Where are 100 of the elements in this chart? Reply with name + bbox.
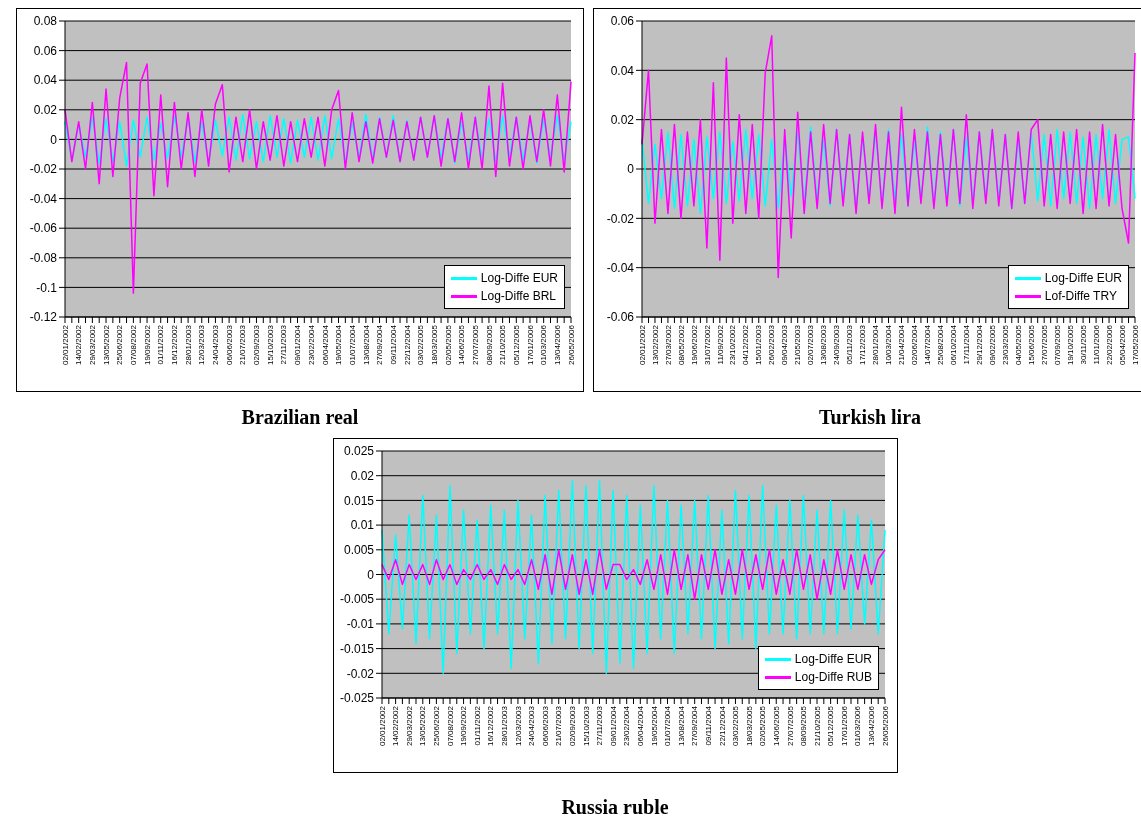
x-tick-label: 29/03/2002 [404,705,414,747]
x-tick-label: 02/07/2003 [806,324,816,366]
y-tick-label: 0.02 [350,468,375,483]
x-tick-label: 29/03/2002 [88,324,98,366]
x-tick-label: 26/05/2006 [880,705,890,747]
x-tick-label: 02/09/2003 [568,705,577,747]
y-tick-label: 0 [367,567,375,582]
y-tick-label: -0.04 [606,260,635,275]
x-tick-label: 27/03/2002 [663,324,673,366]
x-tick-label: 21/10/2005 [812,705,822,747]
x-tick-label: 27/09/2004 [690,705,700,747]
x-tick-label: 26/05/2006 [566,324,576,366]
x-tick-label: 12/03/2003 [513,705,523,747]
x-tick-label: 09/02/2005 [987,324,997,366]
x-tick-label: 02/06/2004 [910,324,920,366]
x-tick-label: 13/04/2006 [553,324,562,366]
y-tick-label: -0.005 [339,592,375,607]
x-tick-label: 14/02/2002 [74,324,84,366]
x-tick-label: 29/12/2004 [975,324,984,366]
y-tick-label: 0.06 [610,14,635,29]
legend-label: Log-Diffe EUR [1044,270,1122,287]
x-tick-label: 11/09/2002 [715,324,725,365]
x-tick-label: 17/12/2003 [858,324,868,366]
x-tick-label: 09/11/2004 [388,324,398,365]
x-tick-label: 13/02/2002 [650,324,660,366]
x-tick-label: 26/02/2003 [767,324,777,366]
x-tick-label: 02/01/2002 [637,324,647,366]
x-tick-label: 27/07/2005 [1039,324,1049,366]
x-tick-label: 14/02/2002 [391,705,401,747]
x-tick-label: 27/07/2005 [470,324,480,366]
x-tick-label: 25/08/2004 [936,324,946,366]
x-tick-label: 13/05/2002 [418,705,428,747]
x-tick-label: 04/05/2005 [1013,324,1023,366]
x-tick-label: 01/07/2004 [663,705,673,747]
y-tick-label: -0.02 [29,162,58,177]
x-tick-label: 14/06/2005 [771,705,781,747]
x-tick-label: 24/04/2003 [527,705,537,747]
x-tick-label: 01/07/2004 [347,324,357,366]
x-tick-label: 28/01/2003 [500,705,510,747]
x-tick-label: 18/03/2005 [429,324,439,366]
x-tick-label: 08/05/2002 [676,324,686,366]
x-tick-label: 27/11/2003 [279,324,289,365]
x-tick-label: 02/05/2005 [758,705,768,747]
x-tick-label: 25/06/2002 [115,324,125,366]
x-tick-label: 05/12/2005 [511,324,521,366]
y-tick-label: 0 [50,132,58,147]
legend-label: Log-Diffe BRL [480,288,556,305]
x-tick-label: 17/05/2006 [1130,324,1140,366]
x-tick-label: 16/12/2002 [170,324,180,366]
legend-label: Log-Diffe RUB [794,669,872,686]
x-tick-label: 09/11/2004 [703,705,713,746]
text: Russia ruble [560,796,670,816]
x-tick-label: 09/01/2004 [293,324,303,366]
x-tick-label: 04/12/2002 [741,324,751,366]
x-tick-label: 06/10/2004 [949,324,959,366]
x-tick-label: 21/10/2005 [498,324,508,366]
x-tick-label: 23/03/2005 [1000,324,1010,366]
x-tick-label: 23/02/2004 [622,705,632,747]
x-tick-label: 21/07/2003 [238,324,248,366]
x-tick-label: 21/04/2004 [897,324,907,366]
y-tick-label: 0.04 [610,63,635,78]
x-tick-label: 07/09/2005 [1052,324,1062,366]
x-tick-label: 17/11/2004 [962,324,972,365]
x-tick-label: 10/03/2004 [884,324,894,366]
x-tick-label: 31/07/2002 [702,324,712,366]
x-tick-label: 15/10/2003 [581,705,591,747]
x-tick-label: 19/05/2004 [334,324,344,366]
x-tick-label: 23/10/2002 [728,324,738,366]
x-tick-label: 23/02/2004 [306,324,316,366]
x-tick-label: 09/04/2003 [780,324,790,366]
x-tick-label: 03/02/2005 [731,705,741,747]
x-tick-label: 01/03/2006 [539,324,549,366]
x-tick-label: 21/07/2003 [554,705,564,747]
x-tick-label: 06/06/2003 [224,324,234,366]
x-tick-label: 06/04/2004 [635,705,645,747]
x-tick-label: 19/09/2002 [142,324,152,366]
x-tick-label: 05/11/2003 [845,324,855,365]
x-tick-label: 19/05/2004 [649,705,659,747]
x-tick-label: 13/08/2003 [819,324,829,366]
x-tick-label: 02/05/2005 [443,324,453,366]
y-tick-label: 0 [627,162,635,177]
x-tick-label: 13/08/2004 [361,324,371,366]
legend-label: Lof-Diffe TRY [1044,288,1117,305]
x-tick-label: 19/09/2002 [459,705,469,747]
x-tick-label: 07/08/2002 [129,324,139,366]
y-tick-label: 0.005 [343,543,375,558]
legend-label: Log-Diffe EUR [480,270,558,287]
y-tick-label: 0.06 [33,43,58,58]
x-tick-label: 06/06/2003 [540,705,550,747]
x-tick-label: 28/01/2003 [183,324,193,366]
x-tick-label: 18/03/2005 [744,705,754,747]
x-tick-label: 13/08/2004 [676,705,686,747]
x-tick-label: 08/09/2005 [799,705,809,747]
y-tick-label: 0.02 [33,103,58,118]
x-tick-label: 11/01/2006 [1091,324,1101,365]
x-tick-label: 28/01/2004 [871,324,881,366]
x-tick-label: 09/01/2004 [608,705,618,747]
x-tick-label: 27/11/2003 [595,705,605,746]
x-tick-label: 22/12/2004 [402,324,412,366]
x-tick-label: 08/09/2005 [484,324,494,366]
